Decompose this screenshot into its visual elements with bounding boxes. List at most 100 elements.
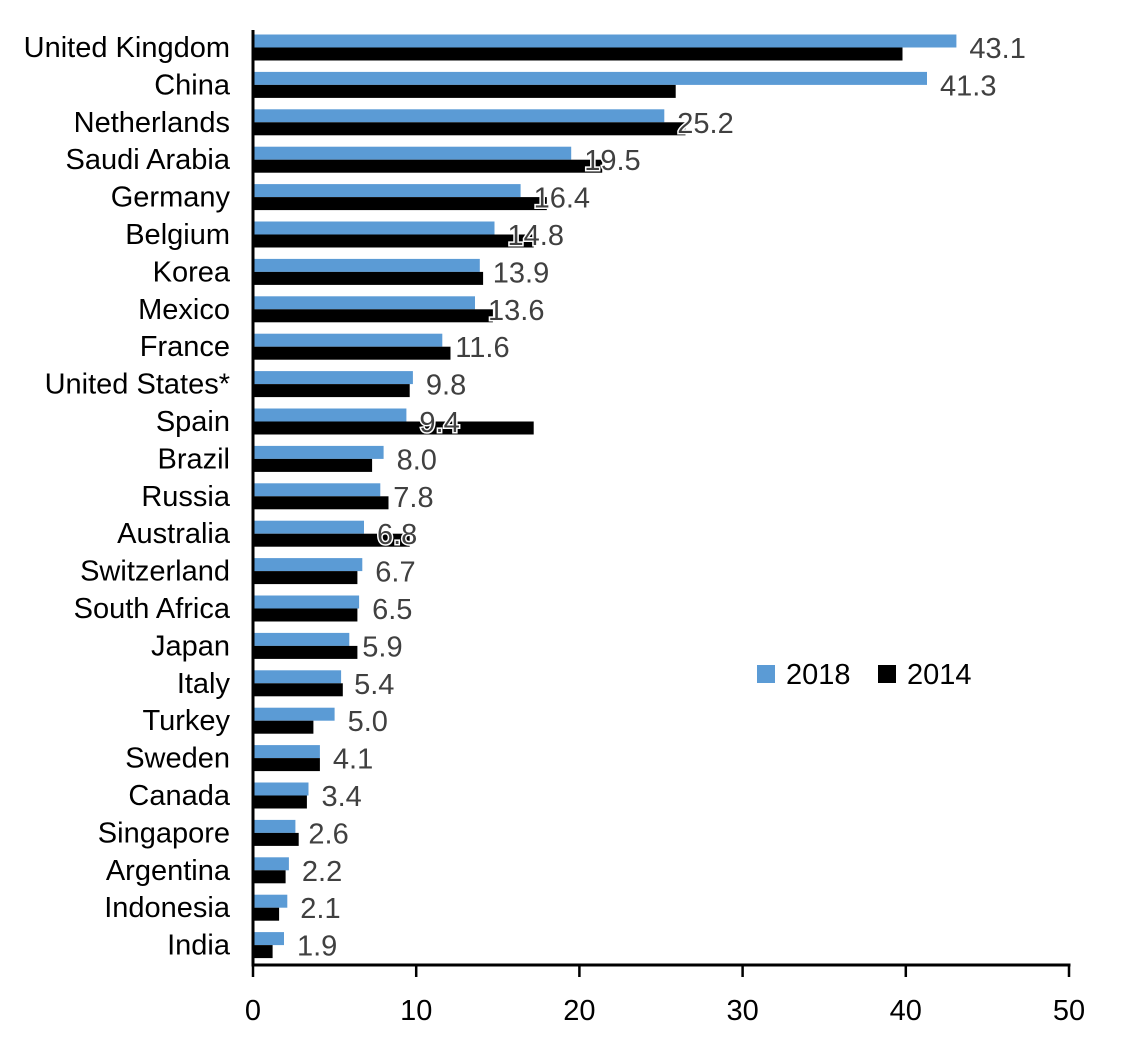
- value-label-spain: 9.4: [419, 407, 459, 439]
- bar-2014-sweden: [253, 758, 320, 772]
- x-tick-label-10: 10: [400, 995, 432, 1027]
- value-label-singapore: 2.6: [308, 818, 348, 850]
- bar-2018-united-kingdom: [253, 34, 957, 48]
- value-label-turkey: 5.0: [348, 706, 388, 738]
- bar-2014-germany: [253, 197, 547, 211]
- x-tick-label-40: 40: [890, 995, 922, 1027]
- legend-label-2018: 2018: [786, 659, 851, 691]
- x-tick-label-20: 20: [563, 995, 595, 1027]
- bar-2018-netherlands: [253, 109, 665, 123]
- bar-2014-netherlands: [253, 122, 686, 136]
- value-label-indonesia: 2.1: [300, 893, 340, 925]
- value-label-united-kingdom: 43.1: [969, 33, 1025, 65]
- category-label-france: France: [140, 331, 230, 363]
- bar-2014-saudi-arabia: [253, 159, 603, 173]
- bar-2018-canada: [253, 782, 309, 796]
- bar-2018-spain: [253, 408, 407, 422]
- category-label-belgium: Belgium: [125, 219, 230, 251]
- bar-2018-russia: [253, 483, 381, 497]
- bar-2014-india: [253, 945, 273, 959]
- value-label-netherlands: 25.2: [677, 108, 733, 140]
- legend-swatch-2014: [878, 665, 896, 683]
- bar-2014-argentina: [253, 870, 286, 884]
- value-label-russia: 7.8: [393, 482, 433, 514]
- bar-2018-korea: [253, 258, 480, 272]
- bar-2014-united-kingdom: [253, 47, 903, 61]
- bar-2018-mexico: [253, 296, 475, 310]
- bar-2018-india: [253, 932, 284, 946]
- category-label-brazil: Brazil: [157, 443, 230, 475]
- category-label-south-africa: South Africa: [74, 593, 231, 625]
- value-label-australia: 6.8: [377, 519, 417, 551]
- bar-2018-south-africa: [253, 595, 360, 609]
- bar-2018-australia: [253, 520, 364, 534]
- bar-2014-singapore: [253, 832, 299, 846]
- bar-2018-turkey: [253, 707, 335, 721]
- value-label-korea: 13.9: [493, 257, 549, 289]
- bar-2014-turkey: [253, 720, 314, 734]
- value-label-france: 11.6: [455, 332, 509, 364]
- value-label-belgium: 14.8: [508, 220, 564, 252]
- bar-2018-belgium: [253, 221, 495, 235]
- bar-2014-brazil: [253, 458, 373, 472]
- bar-2018-indonesia: [253, 894, 288, 908]
- value-label-sweden: 4.1: [333, 744, 373, 776]
- category-label-switzerland: Switzerland: [80, 556, 230, 588]
- value-label-south-africa: 6.5: [372, 594, 412, 626]
- bar-2014-united-states: [253, 384, 410, 398]
- value-label-canada: 3.4: [322, 781, 362, 813]
- category-label-argentina: Argentina: [106, 855, 231, 887]
- bar-2018-switzerland: [253, 558, 363, 572]
- bar-2018-brazil: [253, 445, 384, 459]
- bar-2014-japan: [253, 645, 358, 659]
- category-label-italy: Italy: [177, 668, 231, 700]
- value-label-argentina: 2.2: [302, 856, 342, 888]
- bar-2018-france: [253, 333, 443, 347]
- bar-2014-south-africa: [253, 608, 358, 622]
- bar-2018-united-states: [253, 371, 413, 385]
- category-label-saudi-arabia: Saudi Arabia: [66, 144, 231, 176]
- category-label-spain: Spain: [156, 406, 230, 438]
- value-label-china: 41.3: [940, 70, 996, 102]
- category-label-india: India: [167, 930, 231, 962]
- bar-2018-saudi-arabia: [253, 146, 572, 160]
- category-label-singapore: Singapore: [98, 817, 230, 849]
- value-label-japan: 5.9: [362, 631, 402, 663]
- bar-2018-sweden: [253, 745, 320, 759]
- bar-2018-italy: [253, 670, 342, 684]
- category-label-germany: Germany: [111, 182, 231, 214]
- category-label-canada: Canada: [128, 780, 230, 812]
- value-label-germany: 16.4: [534, 183, 590, 215]
- value-label-switzerland: 6.7: [375, 557, 415, 589]
- category-label-mexico: Mexico: [138, 294, 230, 326]
- x-tick-label-0: 0: [245, 995, 261, 1027]
- category-label-turkey: Turkey: [142, 705, 230, 737]
- value-label-mexico: 13.6: [488, 295, 544, 327]
- bar-2018-china: [253, 71, 927, 85]
- category-label-korea: Korea: [153, 256, 231, 288]
- category-label-united-states: United States*: [45, 369, 230, 401]
- bar-2018-argentina: [253, 857, 289, 871]
- category-label-australia: Australia: [117, 518, 231, 550]
- category-label-indonesia: Indonesia: [104, 892, 231, 924]
- bar-2014-korea: [253, 271, 484, 285]
- bar-2014-mexico: [253, 309, 493, 323]
- bar-2014-spain: [253, 421, 534, 435]
- bar-2018-japan: [253, 632, 350, 646]
- bar-2018-germany: [253, 184, 521, 198]
- bar-2018-singapore: [253, 819, 296, 833]
- category-label-japan: Japan: [151, 630, 230, 662]
- category-label-united-kingdom: United Kingdom: [24, 32, 230, 64]
- bar-2014-china: [253, 84, 676, 98]
- x-tick-label-30: 30: [726, 995, 758, 1027]
- bar-2014-australia: [253, 533, 410, 547]
- category-label-china: China: [154, 69, 231, 101]
- bar-2014-russia: [253, 496, 389, 510]
- value-label-italy: 5.4: [354, 669, 394, 701]
- category-label-sweden: Sweden: [125, 743, 230, 775]
- bar-2014-belgium: [253, 234, 534, 248]
- category-label-netherlands: Netherlands: [74, 107, 230, 139]
- legend-swatch-2018: [757, 665, 775, 683]
